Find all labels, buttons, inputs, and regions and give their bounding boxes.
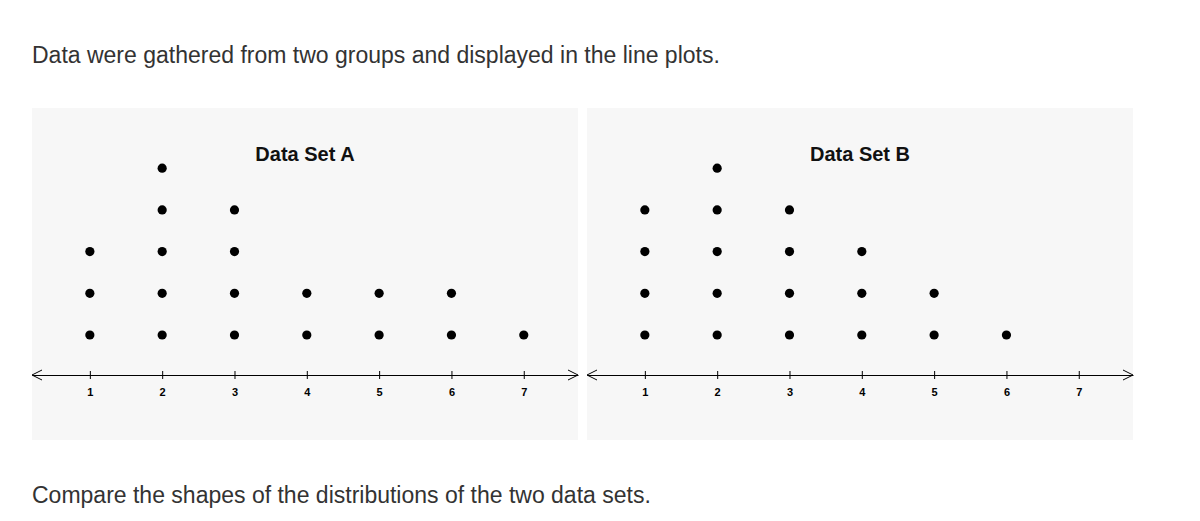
dot	[640, 330, 649, 339]
dot	[158, 289, 167, 298]
question-text: Compare the shapes of the distributions …	[32, 482, 651, 508]
tick-mark	[1079, 371, 1080, 379]
tick-mark	[645, 371, 646, 379]
panel-background	[587, 108, 1133, 440]
tick: 6	[1004, 371, 1010, 398]
tick-mark	[90, 371, 91, 379]
tick: 7	[1076, 371, 1082, 398]
intro-text: Data were gathered from two groups and d…	[32, 42, 720, 68]
tick-label: 3	[787, 386, 793, 398]
dot	[519, 330, 528, 339]
dot	[85, 247, 94, 256]
axis-arrow	[568, 370, 578, 380]
page: Data were gathered from two groups and d…	[0, 0, 1200, 521]
dot	[713, 247, 722, 256]
dot	[230, 205, 239, 214]
dots	[640, 164, 1011, 340]
dot	[713, 289, 722, 298]
panel-background	[32, 108, 578, 440]
dot	[158, 205, 167, 214]
tick: 4	[859, 371, 866, 398]
dot	[930, 289, 939, 298]
tick: 6	[449, 371, 455, 398]
dot	[640, 205, 649, 214]
dot-plot: Data Set B 1 2 3 4 5 6 7	[587, 108, 1134, 440]
x-axis: 1 2 3 4 5 6 7	[33, 371, 579, 398]
tick: 3	[232, 371, 238, 398]
tick-label: 3	[232, 386, 238, 398]
chart-title: Data Set A	[255, 143, 354, 165]
dot	[302, 330, 311, 339]
dot	[857, 330, 866, 339]
tick-mark	[789, 371, 790, 379]
tick-mark	[934, 371, 935, 379]
tick: 1	[87, 371, 93, 398]
dot	[857, 247, 866, 256]
tick-mark	[379, 371, 380, 379]
tick-label: 2	[715, 386, 721, 398]
axis-arrow	[587, 370, 597, 380]
tick-mark	[524, 371, 525, 379]
tick: 2	[715, 371, 721, 398]
dot	[857, 289, 866, 298]
axis-line	[33, 375, 579, 376]
axis-line	[588, 375, 1134, 376]
tick: 7	[521, 371, 527, 398]
dot	[85, 330, 94, 339]
tick-label: 7	[1076, 386, 1082, 398]
tick-mark	[451, 371, 452, 379]
tick: 5	[932, 371, 938, 398]
dot	[230, 247, 239, 256]
tick-label: 5	[377, 386, 383, 398]
tick-label: 7	[521, 386, 527, 398]
dot	[640, 289, 649, 298]
dot	[713, 205, 722, 214]
tick: 1	[642, 371, 648, 398]
dot	[158, 164, 167, 173]
tick-label: 6	[1004, 386, 1010, 398]
dot	[230, 289, 239, 298]
dot	[375, 330, 384, 339]
dot	[785, 289, 794, 298]
tick-mark	[234, 371, 235, 379]
dot	[713, 164, 722, 173]
tick-mark	[1006, 371, 1007, 379]
chart-title: Data Set B	[810, 143, 910, 165]
dot-plot: Data Set A 1 2 3 4 5 6 7	[32, 108, 579, 440]
dot	[375, 289, 384, 298]
dot	[85, 289, 94, 298]
dot	[447, 289, 456, 298]
dot	[785, 330, 794, 339]
dots	[85, 164, 528, 340]
x-axis: 1 2 3 4 5 6 7	[588, 371, 1134, 398]
tick-label: 5	[932, 386, 938, 398]
dot	[158, 247, 167, 256]
tick-mark	[307, 371, 308, 379]
tick-label: 4	[859, 386, 866, 398]
dot	[1002, 330, 1011, 339]
dot	[230, 330, 239, 339]
dot	[930, 330, 939, 339]
dot	[302, 289, 311, 298]
tick-label: 2	[160, 386, 166, 398]
tick: 5	[377, 371, 383, 398]
dot	[640, 247, 649, 256]
tick: 4	[304, 371, 311, 398]
tick-mark	[162, 371, 163, 379]
axis-arrow	[32, 370, 42, 380]
tick: 2	[160, 371, 166, 398]
dot	[447, 330, 456, 339]
axis-arrow	[1123, 370, 1133, 380]
dot	[785, 247, 794, 256]
dot	[785, 205, 794, 214]
dot	[713, 330, 722, 339]
tick-mark	[717, 371, 718, 379]
tick: 3	[787, 371, 793, 398]
tick-mark	[862, 371, 863, 379]
tick-label: 4	[304, 386, 311, 398]
dot	[158, 330, 167, 339]
tick-label: 1	[642, 386, 648, 398]
tick-label: 1	[87, 386, 93, 398]
tick-label: 6	[449, 386, 455, 398]
